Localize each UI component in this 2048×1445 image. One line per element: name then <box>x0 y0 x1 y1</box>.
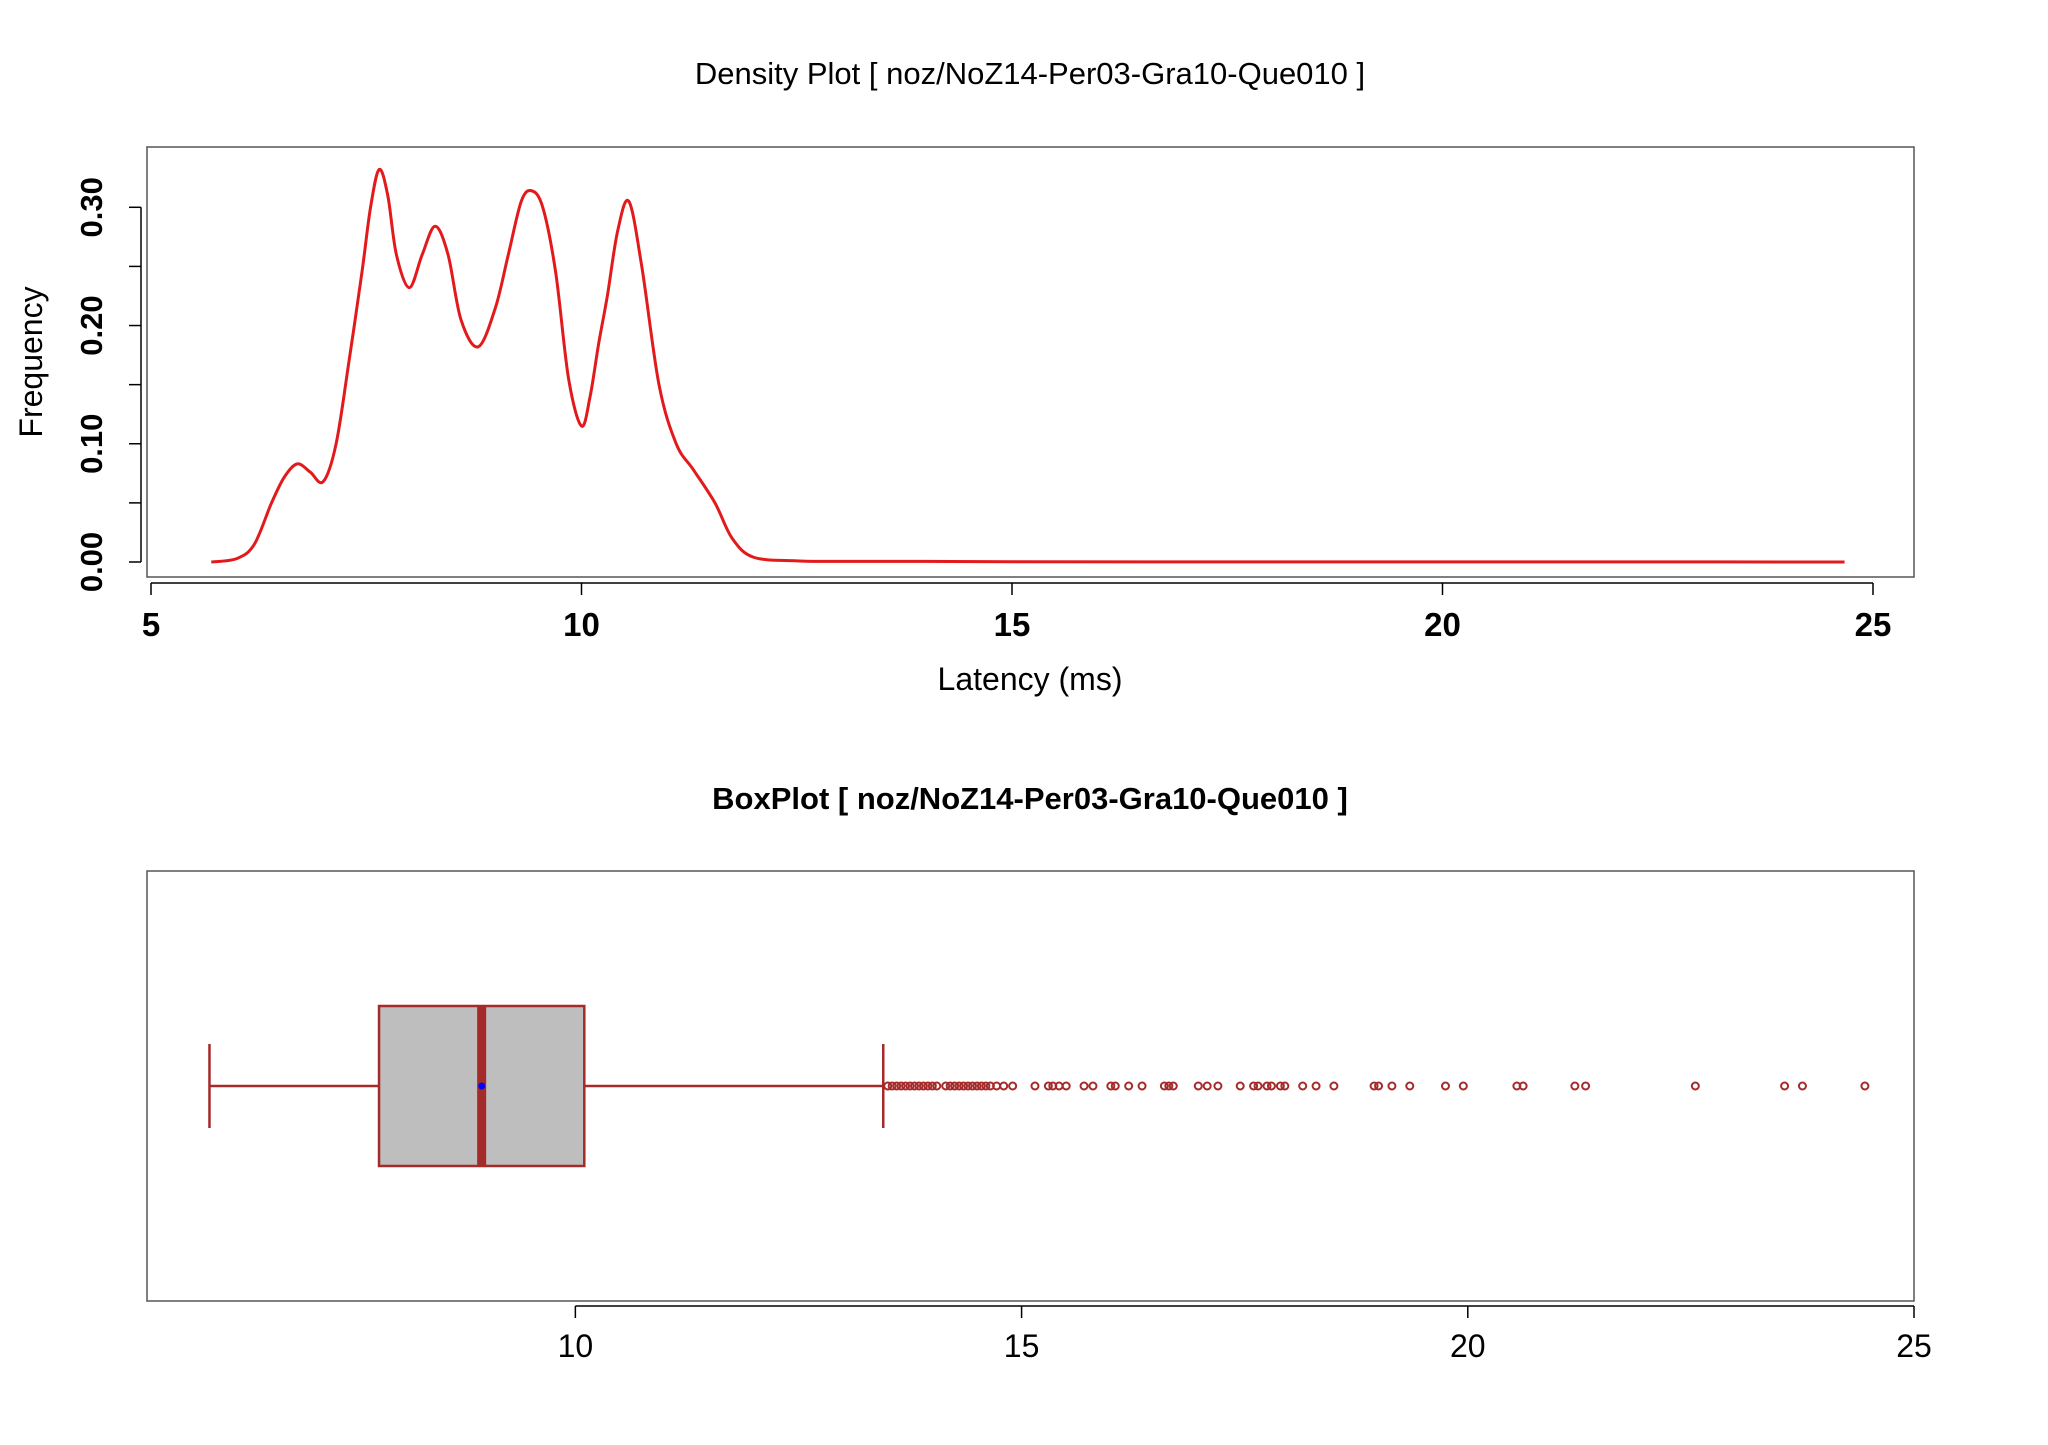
outlier-point <box>932 1081 942 1091</box>
density-x-tick-label: 10 <box>563 606 600 643</box>
outlier-point <box>927 1081 937 1091</box>
boxplot-x-ticks: 10 15 20 25 <box>558 1305 1932 1364</box>
outlier-point <box>905 1081 915 1091</box>
density-curve <box>211 167 1845 564</box>
outlier-point <box>950 1081 960 1091</box>
outlier-point <box>1213 1081 1223 1091</box>
outlier-point <box>1780 1081 1790 1091</box>
outlier-point <box>976 1081 986 1091</box>
outlier-point <box>883 1081 893 1091</box>
outlier-point <box>1797 1081 1807 1091</box>
mean-marker <box>478 1082 486 1090</box>
outlier-point <box>918 1081 928 1091</box>
outlier-point <box>1079 1081 1089 1091</box>
outlier-point <box>1329 1081 1339 1091</box>
outlier-point <box>1061 1081 1071 1091</box>
outlier-point <box>1570 1081 1580 1091</box>
outlier-point <box>1311 1081 1321 1091</box>
outlier-point <box>1043 1081 1053 1091</box>
density-x-tick-label: 25 <box>1855 606 1892 643</box>
outlier-point <box>1106 1081 1116 1091</box>
outlier-point <box>1581 1081 1591 1091</box>
outlier-point <box>1164 1081 1174 1091</box>
outlier-point <box>1202 1081 1212 1091</box>
outlier-point <box>972 1081 982 1091</box>
outlier-point <box>963 1081 973 1091</box>
outlier-point <box>1168 1081 1178 1091</box>
outlier-point <box>1088 1081 1098 1091</box>
outlier-point <box>1275 1081 1285 1091</box>
outlier-point <box>959 1081 969 1091</box>
outlier-point <box>1266 1081 1276 1091</box>
boxplot-x-tick-label: 25 <box>1896 1328 1932 1364</box>
boxplot-x-tick-label: 20 <box>1450 1328 1486 1364</box>
outlier-point <box>923 1081 933 1091</box>
density-y-tick-label: 0.30 <box>74 177 109 237</box>
boxplot-outliers <box>883 1081 1870 1091</box>
outlier-point <box>1860 1081 1870 1091</box>
outlier-point <box>1690 1081 1700 1091</box>
outlier-point <box>941 1081 951 1091</box>
outlier-point <box>909 1081 919 1091</box>
outlier-point <box>1298 1081 1308 1091</box>
density-x-tick-label: 20 <box>1424 606 1461 643</box>
boxplot-x-tick-label: 10 <box>558 1328 594 1364</box>
outlier-point <box>1405 1081 1415 1091</box>
density-y-ticks: 0.00 0.10 0.20 0.30 <box>74 177 142 592</box>
density-x-tick-label: 5 <box>142 606 160 643</box>
density-x-axis-label: Latency (ms) <box>938 661 1123 697</box>
boxplot-title: BoxPlot [ noz/NoZ14-Per03-Gra10-Que010 ] <box>712 781 1348 816</box>
outlier-point <box>1369 1081 1379 1091</box>
outlier-point <box>896 1081 906 1091</box>
outlier-point <box>1124 1081 1134 1091</box>
density-plot-frame <box>146 146 1915 578</box>
outlier-point <box>954 1081 964 1091</box>
outlier-point <box>945 1081 955 1091</box>
outlier-point <box>1159 1081 1169 1091</box>
boxplot-panel: BoxPlot [ noz/NoZ14-Per03-Gra10-Que010 ]… <box>146 781 1932 1364</box>
outlier-point <box>1374 1081 1384 1091</box>
outlier-point <box>1193 1081 1203 1091</box>
outlier-point <box>1008 1081 1018 1091</box>
outlier-point <box>1249 1081 1259 1091</box>
outlier-point <box>1387 1081 1397 1091</box>
outlier-point <box>1518 1081 1528 1091</box>
density-x-ticks: 5 10 15 20 25 <box>142 582 1892 643</box>
density-y-axis-label: Frequency <box>13 286 49 437</box>
outlier-point <box>901 1081 911 1091</box>
density-x-tick-label: 15 <box>994 606 1031 643</box>
outlier-point <box>1137 1081 1147 1091</box>
outlier-point <box>892 1081 902 1091</box>
outlier-point <box>981 1081 991 1091</box>
boxplot-body <box>208 1004 885 1168</box>
outlier-point <box>887 1081 897 1091</box>
density-y-tick-label: 0.00 <box>74 532 109 592</box>
outlier-point <box>999 1081 1009 1091</box>
density-y-tick-label: 0.10 <box>74 414 109 474</box>
density-panel: Density Plot [ noz/NoZ14-Per03-Gra10-Que… <box>13 56 1915 697</box>
outlier-point <box>1110 1081 1120 1091</box>
outlier-point <box>1280 1081 1290 1091</box>
outlier-point <box>1030 1081 1040 1091</box>
boxplot-x-tick-label: 15 <box>1004 1328 1040 1364</box>
outlier-point <box>967 1081 977 1091</box>
outlier-point <box>1235 1081 1245 1091</box>
density-y-tick-label: 0.20 <box>74 295 109 355</box>
outlier-point <box>914 1081 924 1091</box>
density-title: Density Plot [ noz/NoZ14-Per03-Gra10-Que… <box>695 56 1365 91</box>
outlier-point <box>1253 1081 1263 1091</box>
outlier-point <box>1458 1081 1468 1091</box>
boxplot-plot-frame <box>146 870 1915 1302</box>
outlier-point <box>1440 1081 1450 1091</box>
outlier-point <box>1262 1081 1272 1091</box>
